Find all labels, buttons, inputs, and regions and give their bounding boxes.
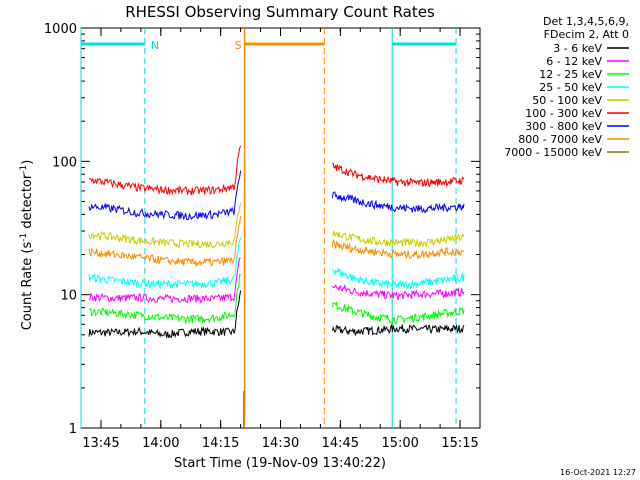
footer-date: 16-Oct-2021 12:27: [560, 468, 636, 477]
series-line-before-4: [88, 202, 242, 249]
x-tick-label: 13:45: [82, 436, 119, 451]
y-tick-label: 1000: [44, 22, 77, 37]
legend-label-2: 12 - 25 keV: [539, 68, 602, 81]
legend-label-0: 3 - 6 keV: [553, 42, 602, 55]
plot-area: 13:45 14:00 14:15 14:30 14:45 15:00 15:15 1 10 10…: [44, 22, 481, 451]
series-line-before-2: [88, 273, 242, 325]
x-tick-label: 14:00: [142, 436, 179, 451]
y-label-part-3: ): [20, 160, 35, 165]
series-line-after-4: [331, 230, 465, 249]
marker-label: S: [235, 39, 242, 52]
legend-label-6: 300 - 800 keV: [525, 120, 602, 133]
series-line-after-6: [331, 191, 465, 214]
x-tick-label: 15:00: [381, 436, 418, 451]
x-tick-label: 14:45: [322, 436, 359, 451]
series-line-after-0: [331, 323, 465, 336]
legend-label-8: 7000 - 15000 keV: [504, 146, 602, 159]
y-label-sup-1: -1: [19, 233, 29, 242]
legend-label-7: 800 - 7000 keV: [518, 133, 602, 146]
series-line-before-0: [88, 290, 242, 339]
series-line-before-1: [88, 257, 241, 304]
legend-header-2: FDecim 2, Att 0: [544, 28, 629, 41]
y-axis-label: Count Rate (s-1 detector-1): [19, 160, 35, 331]
legend-label-1: 6 - 12 keV: [546, 55, 602, 68]
x-tick-label: 15:15: [441, 436, 478, 451]
plot-frame: [80, 27, 481, 429]
series-line-after-5: [332, 162, 465, 188]
legend: Det 1,3,4,5,6,9, FDecim 2, Att 0 3 - 6 k…: [504, 15, 629, 159]
y-tick-label: 1: [69, 422, 77, 437]
marker-label: N: [151, 39, 159, 52]
series-line-after-2: [331, 301, 465, 325]
legend-label-4: 50 - 100 keV: [532, 94, 602, 107]
series-line-before-7: [88, 216, 242, 268]
series-line-after-3: [331, 267, 465, 290]
x-tick-label: 14:30: [262, 436, 299, 451]
y-label-part-1: Count Rate (s: [20, 242, 35, 331]
series-line-before-6: [88, 170, 242, 221]
x-axis-label: Start Time (19-Nov-09 13:40:22): [174, 456, 386, 471]
series-line-before-5: [88, 145, 242, 196]
legend-label-3: 25 - 50 keV: [539, 81, 602, 94]
legend-header-1: Det 1,3,4,5,6,9,: [543, 15, 629, 28]
chart-title: RHESSI Observing Summary Count Rates: [125, 3, 435, 21]
legend-label-5: 100 - 300 keV: [525, 107, 602, 120]
y-tick-label: 10: [60, 289, 77, 304]
y-label-sup-2: -1: [19, 165, 29, 174]
series-line-after-1: [332, 283, 465, 300]
y-tick-label: 100: [52, 155, 77, 170]
series-line-before-3: [88, 237, 242, 290]
series-line-after-7: [331, 238, 465, 260]
y-label-part-2: detector: [20, 173, 35, 233]
x-tick-label: 14:15: [202, 436, 239, 451]
